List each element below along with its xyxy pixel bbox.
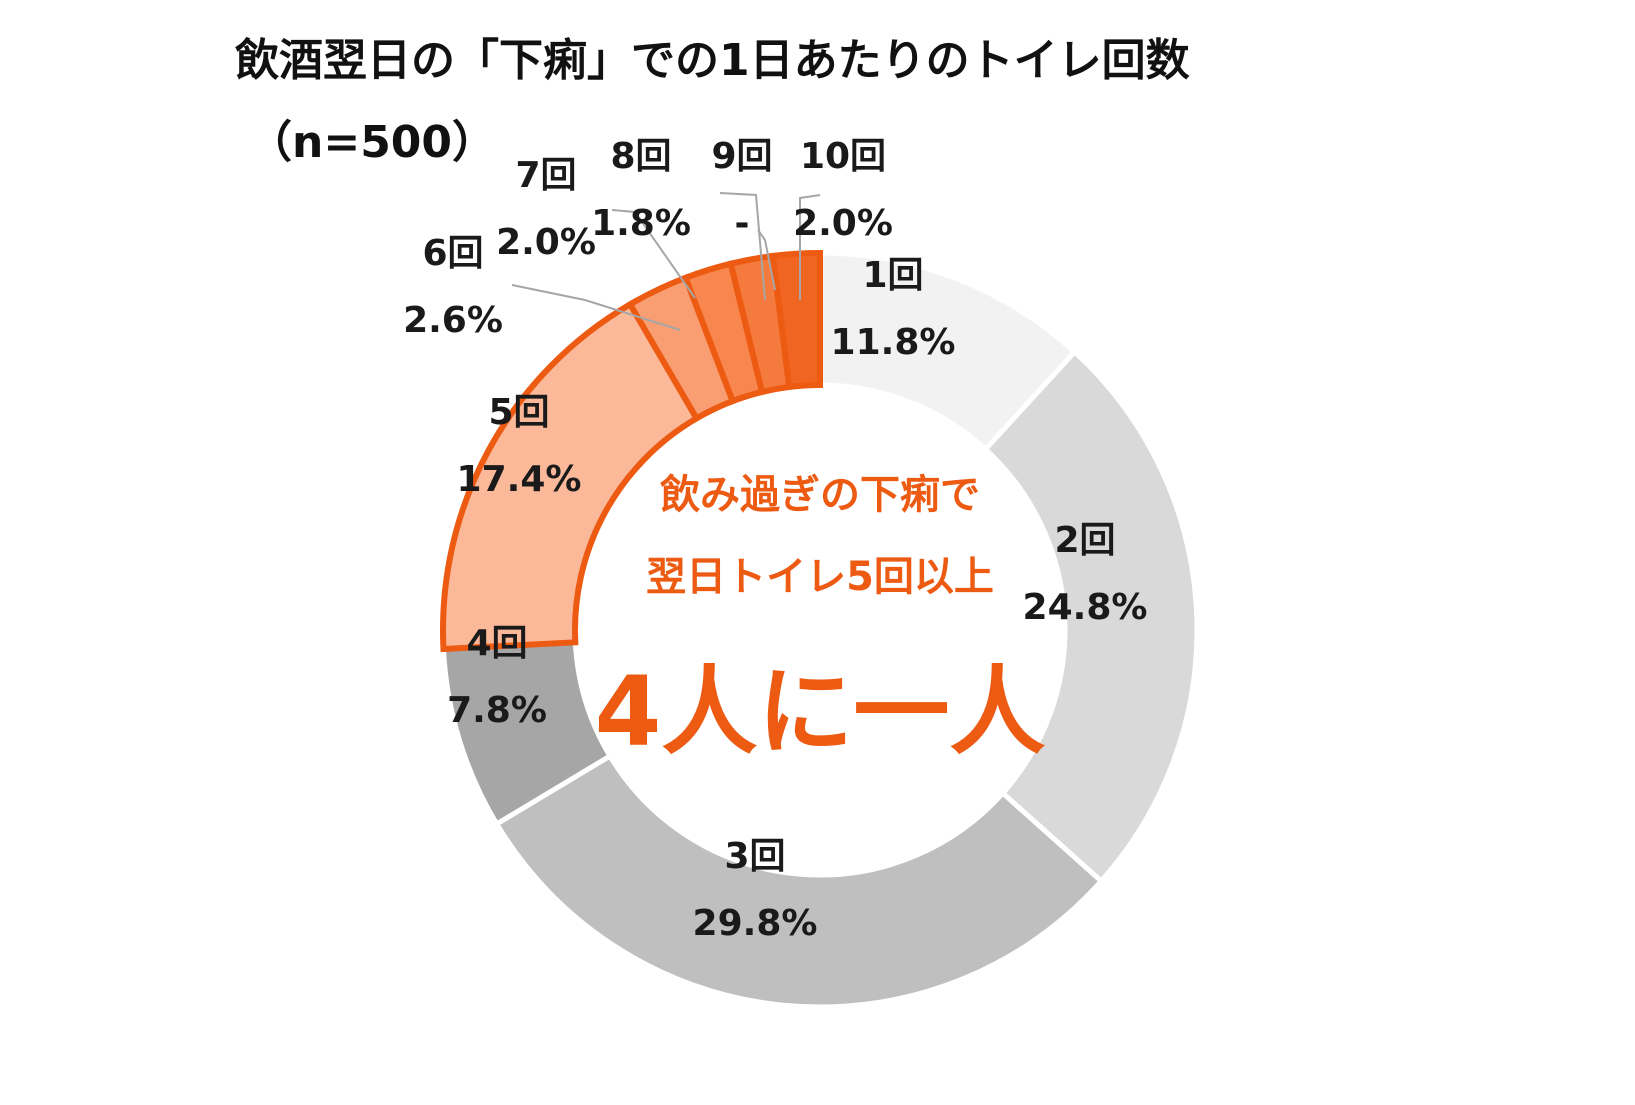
leader-lines xyxy=(511,192,821,331)
leader-line-7 xyxy=(611,209,696,299)
slice-label-1: 1回 11.8% xyxy=(831,255,956,363)
slice-5 xyxy=(440,300,701,653)
value-label: - xyxy=(735,203,750,244)
slice-labels: 1回 11.8% 2回 24.8% 3回 29.8% 4回 7.8% 5回 17.4% 6回 2.6%… xyxy=(403,136,1147,944)
category-label: 1回 xyxy=(862,255,923,296)
slice-label-2: 2回 24.8% xyxy=(1023,520,1148,628)
leader-line-9 xyxy=(757,229,776,291)
category-label: 4回 xyxy=(466,623,527,664)
category-label: 10回 xyxy=(800,136,886,177)
callout-line2: 翌日トイレ5回以上 xyxy=(646,554,994,600)
slice-label-8: 8回 1.8% xyxy=(591,136,691,244)
category-label: 2回 xyxy=(1054,520,1115,561)
category-label: 6回 xyxy=(422,233,483,274)
value-label: 24.8% xyxy=(1023,587,1148,628)
slice-label-10: 10回 2.0% xyxy=(793,136,893,244)
category-label: 5回 xyxy=(488,392,549,433)
donut-slices xyxy=(440,249,1200,1010)
slice-label-9: 9回 - xyxy=(711,136,772,244)
slice-label-4: 4回 7.8% xyxy=(447,623,547,731)
category-label: 3回 xyxy=(724,836,785,877)
category-label: 9回 xyxy=(711,136,772,177)
value-label: 29.8% xyxy=(693,903,818,944)
chart-title: 飲酒翌日の「下痢」での1日あたりのトイレ回数 xyxy=(235,35,1190,86)
value-label: 1.8% xyxy=(591,203,691,244)
value-label: 7.8% xyxy=(447,690,547,731)
value-label: 17.4% xyxy=(457,459,582,500)
slice-label-7: 7回 2.0% xyxy=(496,155,596,263)
slice-label-3: 3回 29.8% xyxy=(693,836,818,944)
callout-line1: 飲み過ぎの下痢で xyxy=(660,472,980,518)
category-label: 8回 xyxy=(610,136,671,177)
category-label: 7回 xyxy=(515,155,576,196)
value-label: 2.0% xyxy=(496,222,596,263)
slice-label-6: 6回 2.6% xyxy=(403,233,503,341)
value-label: 11.8% xyxy=(831,322,956,363)
leader-line-8 xyxy=(719,192,766,301)
slice-2 xyxy=(981,348,1200,885)
value-label: 2.6% xyxy=(403,300,503,341)
slice-3 xyxy=(493,752,1105,1010)
slice-10 xyxy=(769,249,823,391)
value-label: 2.0% xyxy=(793,203,893,244)
callout-line3: 4人に一人 xyxy=(595,656,1046,768)
chart-subtitle: （n=500） xyxy=(248,117,496,168)
slice-label-5: 5回 17.4% xyxy=(457,392,582,500)
leader-line-6 xyxy=(511,284,681,331)
leader-line-10 xyxy=(799,194,821,300)
